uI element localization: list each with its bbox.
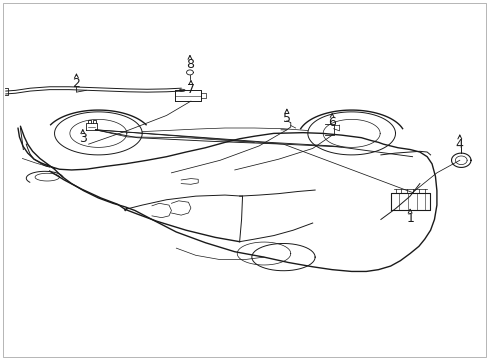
Text: 4: 4 <box>455 138 463 150</box>
Text: 3: 3 <box>79 132 86 145</box>
Text: 8: 8 <box>185 58 194 71</box>
Text: 5: 5 <box>282 112 290 125</box>
Text: 7: 7 <box>186 83 195 96</box>
Text: 2: 2 <box>72 77 80 90</box>
Text: 1: 1 <box>406 212 413 225</box>
Text: 6: 6 <box>327 116 335 129</box>
